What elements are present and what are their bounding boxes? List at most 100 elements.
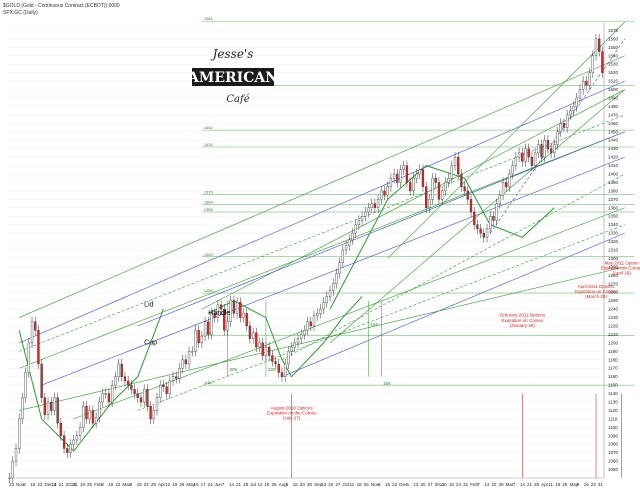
logo-line2: AMERICAN — [187, 70, 278, 86]
candle-body — [242, 313, 245, 318]
x-tick-label: 11 — [548, 482, 553, 487]
annotation-text: Expiration on Comex — [575, 289, 618, 294]
x-tick-label: 28 — [243, 482, 249, 487]
candle-body — [508, 173, 511, 187]
channel-line — [19, 114, 625, 352]
x-tick-label: Dec — [399, 482, 408, 487]
candle-body — [210, 313, 213, 335]
candle-body — [114, 376, 117, 386]
measure-label: 155 — [383, 381, 391, 386]
x-tick-label: Apr — [541, 482, 549, 487]
x-tick-label: 8 — [101, 482, 104, 487]
channel-line — [19, 266, 625, 411]
candle-body — [447, 178, 450, 183]
x-tick-label: May — [186, 482, 195, 487]
candle-body — [277, 363, 280, 373]
candle-body — [287, 351, 290, 365]
x-tick-label: 21 — [59, 482, 65, 487]
candle-body — [303, 330, 306, 335]
candle-body — [187, 351, 191, 365]
candle-body — [524, 148, 527, 162]
candle-body — [149, 406, 152, 420]
candle-body — [527, 148, 530, 158]
x-tick-label: Nov — [371, 482, 380, 487]
logo-banner — [192, 68, 274, 86]
price-axis: 1050 1060 1070 1080 1090 1100 1110 1120 1130 1140… — [603, 22, 619, 478]
candle-body — [130, 384, 133, 390]
x-tick-label: Feb — [94, 482, 102, 487]
candle-body — [120, 363, 123, 377]
candle-body — [441, 190, 444, 200]
x-tick-label: 29 — [151, 482, 157, 487]
measure-label: 155 — [370, 322, 378, 327]
candle-body — [207, 321, 210, 335]
x-tick-label: Sep — [314, 482, 323, 487]
candlesticks — [8, 33, 604, 484]
candle-body — [66, 448, 69, 453]
candle-body — [537, 144, 540, 154]
annotation-text: August 2010 Options — [271, 406, 314, 411]
y-tick-label: 1050 — [608, 467, 619, 472]
y-tick-label: 1280 — [608, 273, 619, 278]
level-label: 1256 — [204, 288, 214, 293]
x-tick-label: 23 — [300, 482, 306, 487]
candle-body — [200, 335, 204, 344]
candle-body — [533, 152, 537, 166]
annotation-text: Handle — [208, 310, 230, 317]
y-tick-label: 1170 — [608, 366, 618, 371]
candle-body — [405, 165, 409, 183]
candle-body — [271, 355, 274, 362]
annotation-text: (January 26) — [510, 323, 536, 328]
candle-body — [309, 321, 312, 327]
y-tick-label: 1410 — [608, 163, 619, 168]
y-tick-label: 1540 — [608, 53, 619, 58]
candle-body — [203, 321, 207, 337]
candle-body — [46, 401, 50, 415]
candle-body — [11, 460, 14, 479]
candle-body — [392, 173, 396, 179]
x-tick-label: 16 — [293, 482, 299, 487]
candle-body — [569, 110, 572, 116]
x-tick-label: 7 — [513, 482, 516, 487]
candle-body — [335, 273, 338, 284]
candle-body — [473, 211, 476, 225]
candle-body — [85, 406, 88, 420]
candle-body — [235, 302, 239, 314]
candle-body — [175, 376, 178, 379]
candle-body — [43, 397, 47, 415]
x-tick-label: 14 — [484, 482, 490, 487]
candle-body — [290, 346, 293, 352]
candle-body — [139, 397, 143, 403]
candle-body — [312, 315, 316, 327]
annotation-text: (March 29) — [585, 294, 607, 299]
candle-body — [360, 216, 364, 221]
channel-line — [387, 21, 626, 259]
candle-body — [588, 72, 591, 86]
chart-title: $GOLD (Gold - Continuous Contract (ECBOT… — [3, 3, 120, 9]
candle-body — [264, 346, 268, 356]
x-tick-label: 25 — [87, 482, 93, 487]
y-tick-label: 1150 — [608, 383, 618, 388]
x-tick-label: 22 — [392, 482, 398, 487]
annotation-text: (April 26) — [612, 270, 631, 275]
candle-body — [332, 283, 335, 291]
candle-body — [284, 363, 287, 377]
candle-body — [469, 199, 473, 213]
candle-body — [514, 156, 518, 166]
candle-body — [572, 106, 575, 111]
candle-body — [152, 410, 155, 420]
y-tick-label: 1470 — [608, 112, 619, 117]
annotation-text: Expiration on Comex — [501, 318, 544, 323]
y-tick-label: 1570 — [608, 28, 619, 33]
candle-body — [69, 444, 72, 453]
candle-body — [530, 156, 534, 166]
candle-body — [543, 140, 546, 158]
candle-body — [27, 342, 30, 373]
y-tick-label: 1230 — [608, 315, 619, 320]
x-tick-label: 22 — [115, 482, 121, 487]
candle-body — [505, 182, 508, 187]
y-tick-label: 1350 — [608, 214, 619, 219]
annotation-text: May 2011 Option — [605, 260, 639, 265]
x-tick-label: 10 — [193, 482, 199, 487]
